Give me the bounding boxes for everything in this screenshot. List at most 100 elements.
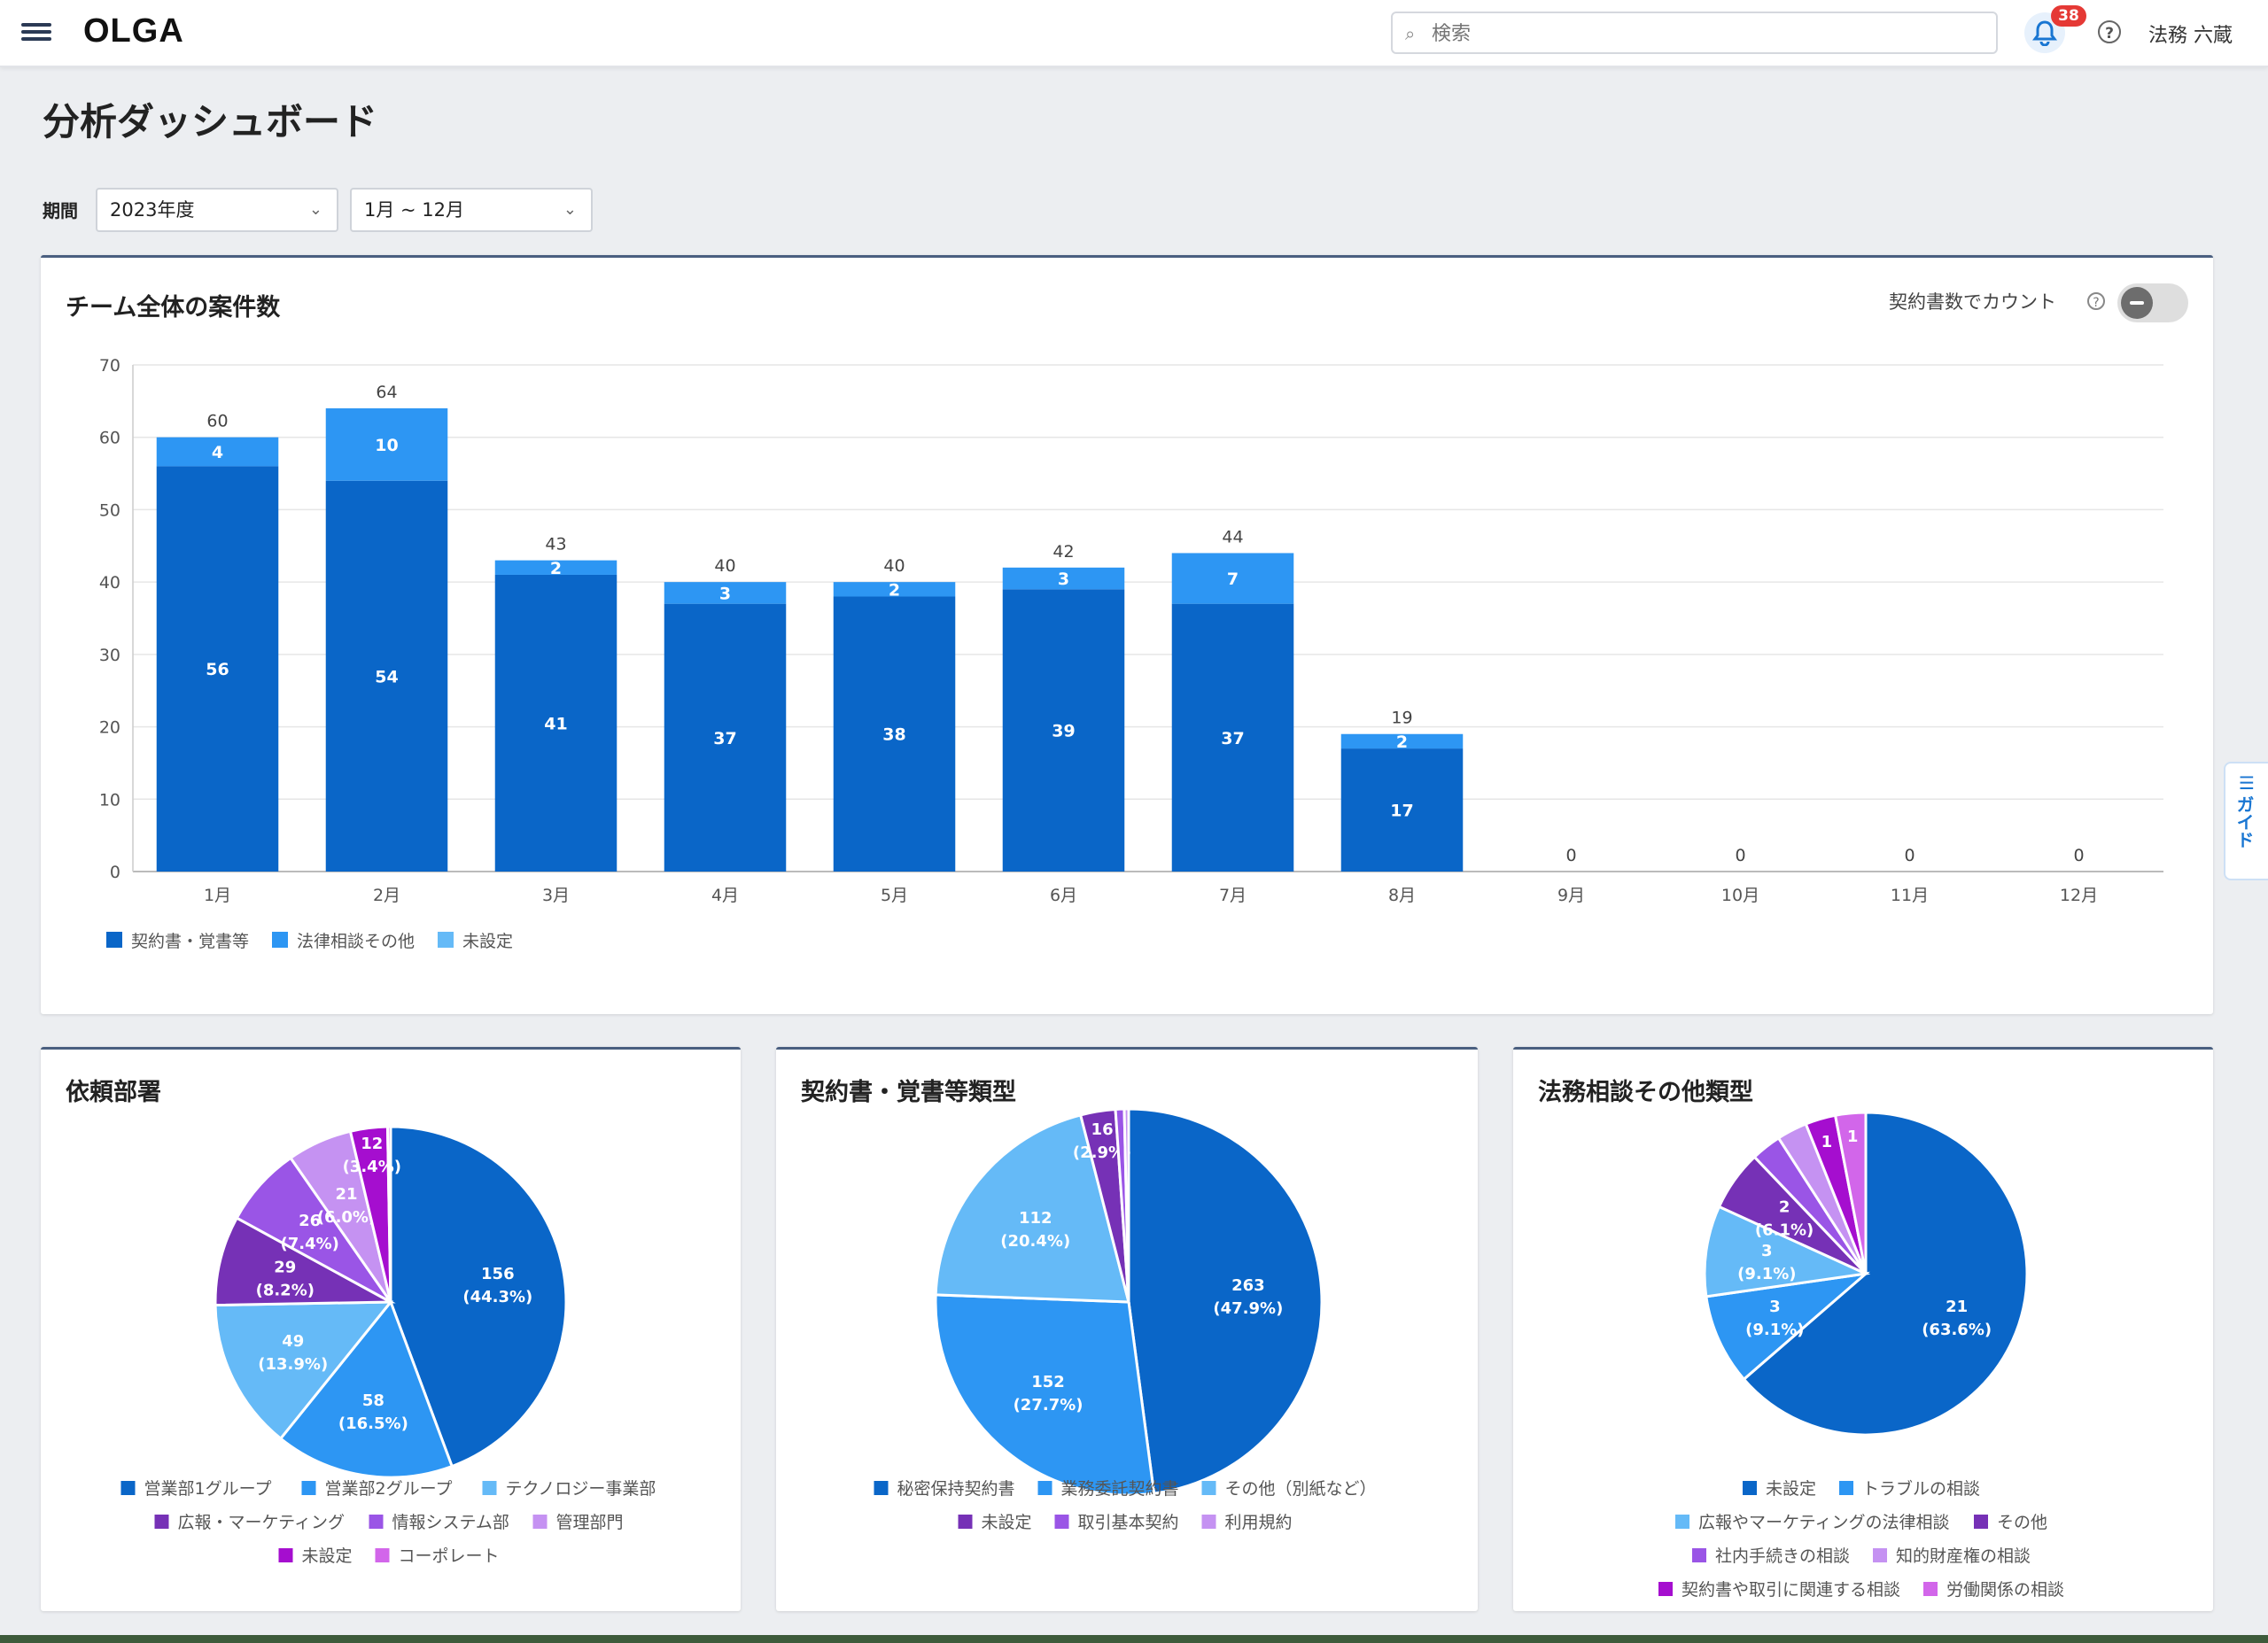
- pie-value-label: 3: [1761, 1242, 1773, 1260]
- search-input[interactable]: [1430, 19, 1983, 49]
- bar-chart: 010203040506070564601月5410642月412433月373…: [99, 356, 2163, 951]
- legend-swatch: [1675, 1515, 1689, 1529]
- bar-segment: [833, 582, 956, 597]
- pie-value-label: 1: [1821, 1133, 1833, 1151]
- pie-percent-label: (16.5%): [338, 1414, 408, 1433]
- pie-slice: [934, 1113, 1130, 1304]
- pie-percent-label: (6.0%): [317, 1208, 376, 1227]
- pie-percent-label: (9.1%): [1737, 1265, 1796, 1283]
- chevron-down-icon: ⌄: [308, 200, 322, 219]
- help-icon[interactable]: ?: [2098, 20, 2121, 43]
- bar-total-label: 43: [545, 535, 566, 554]
- legend-swatch: [482, 1481, 497, 1495]
- legend-swatch: [1743, 1481, 1757, 1495]
- legend-swatch: [874, 1481, 889, 1495]
- bar-total-label: 64: [376, 383, 397, 402]
- legend-swatch: [1839, 1481, 1853, 1495]
- legend-label: その他（別紙など）: [1225, 1479, 1377, 1499]
- x-tick-label: 7月: [1219, 886, 1247, 905]
- bar-data-label: 37: [713, 729, 736, 748]
- legend-label: 営業部2グループ: [325, 1479, 453, 1499]
- guide-tab[interactable]: ☰ ガイド: [2224, 762, 2268, 880]
- bar-total-label: 40: [714, 556, 735, 576]
- bar-data-label: 2: [1396, 732, 1408, 752]
- department-card-title: 依頼部署: [66, 1079, 161, 1106]
- pie-value-label: 58: [362, 1391, 384, 1410]
- bar-segment: [833, 596, 956, 872]
- pie-percent-label: (3.4%): [343, 1158, 401, 1176]
- legend-swatch: [1692, 1548, 1706, 1562]
- legend-label: その他: [1997, 1513, 2047, 1532]
- toggle-knob: [2121, 287, 2153, 319]
- bar-segment: [1340, 733, 1464, 749]
- y-tick-label: 10: [99, 790, 120, 810]
- pie-slice: [1703, 1205, 1871, 1298]
- pie-slice: [1833, 1111, 1868, 1275]
- legend-swatch: [438, 932, 454, 948]
- pie-value-label: 263: [1231, 1276, 1265, 1295]
- bar-segment: [1171, 603, 1294, 872]
- legend-label: 未設定: [1766, 1479, 1816, 1499]
- bar-segment: [664, 582, 787, 604]
- x-tick-label: 4月: [711, 886, 739, 905]
- search-icon: ⌕: [1405, 23, 1416, 44]
- legend-swatch: [958, 1515, 973, 1529]
- legend-label: 秘密保持契約書: [897, 1479, 1015, 1499]
- legend-swatch: [375, 1548, 390, 1562]
- year-select[interactable]: 2023年度 ⌄: [96, 188, 338, 232]
- pie-value-label: 112: [1019, 1209, 1052, 1228]
- pie-percent-label: (27.7%): [1014, 1396, 1084, 1414]
- pie-percent-label: (63.6%): [1922, 1321, 1992, 1339]
- pie-value-label: 12: [361, 1135, 383, 1153]
- y-tick-label: 20: [99, 718, 120, 738]
- legend-label: 取引基本契約: [1078, 1513, 1179, 1532]
- legend-swatch: [278, 1548, 293, 1562]
- bar-data-label: 37: [1221, 729, 1244, 748]
- bar-data-label: 3: [1058, 570, 1069, 589]
- bar-data-label: 7: [1227, 570, 1239, 589]
- legend-swatch: [154, 1515, 169, 1529]
- bar-data-label: 54: [375, 667, 398, 686]
- x-tick-label: 8月: [1388, 886, 1416, 905]
- y-tick-label: 40: [99, 573, 120, 593]
- x-tick-label: 10月: [1721, 886, 1759, 905]
- app-logo[interactable]: OLGA: [83, 12, 184, 50]
- user-name[interactable]: 法務 六蔵: [2148, 25, 2233, 47]
- y-tick-label: 0: [110, 863, 120, 882]
- legend-swatch: [301, 1481, 316, 1495]
- x-tick-label: 3月: [542, 886, 570, 905]
- help-icon[interactable]: ?: [2087, 292, 2105, 310]
- bar-segment: [156, 466, 279, 872]
- consultation-type-pie-chart: 21 (63.6%) 3 (9.1%) 3 (9.1%) 2 (6.1%) 1 1 未設定 トラブルの…: [1658, 1111, 2064, 1600]
- month-range-select[interactable]: 1月 ~ 12月 ⌄: [350, 188, 593, 232]
- bar-data-label: 41: [544, 714, 567, 733]
- bar-data-label: 17: [1390, 802, 1413, 821]
- top-bar: OLGA ⌕ 38 ? 法務 六蔵: [0, 0, 2268, 67]
- bar-total-label: 42: [1052, 542, 1074, 562]
- x-tick-label: 6月: [1050, 886, 1077, 905]
- period-label: 期間: [43, 200, 78, 221]
- legend-swatch: [272, 932, 288, 948]
- legend-swatch: [1873, 1548, 1887, 1562]
- pie-value-label: 29: [274, 1259, 296, 1277]
- x-tick-label: 2月: [373, 886, 400, 905]
- pie-value-label: 26: [299, 1212, 321, 1230]
- legend-label: 広報・マーケティング: [178, 1513, 345, 1532]
- search-box[interactable]: ⌕: [1391, 12, 1998, 54]
- hamburger-menu-icon[interactable]: [21, 19, 51, 46]
- legend-label: 管理部門: [556, 1513, 624, 1532]
- pie-percent-label: (8.2%): [256, 1282, 315, 1300]
- count-by-contracts-toggle[interactable]: [2117, 283, 2188, 322]
- y-tick-label: 50: [99, 500, 120, 520]
- pie-percent-label: (47.9%): [1213, 1299, 1283, 1318]
- bar-total-label: 0: [1565, 846, 1576, 865]
- y-tick-label: 60: [99, 429, 120, 448]
- contract-type-pie-chart: 263(47.9%)152(27.7%)112(20.4%)16(2.9%)秘密…: [874, 1107, 1377, 1532]
- legend-swatch: [1201, 1481, 1216, 1495]
- bar-data-label: 3: [719, 584, 731, 603]
- pie-slice: [934, 1293, 1156, 1497]
- pie-percent-label: (13.9%): [258, 1355, 328, 1374]
- bar-segment: [325, 480, 448, 872]
- pie-value-label: 1: [1847, 1128, 1859, 1146]
- x-tick-label: 5月: [881, 886, 908, 905]
